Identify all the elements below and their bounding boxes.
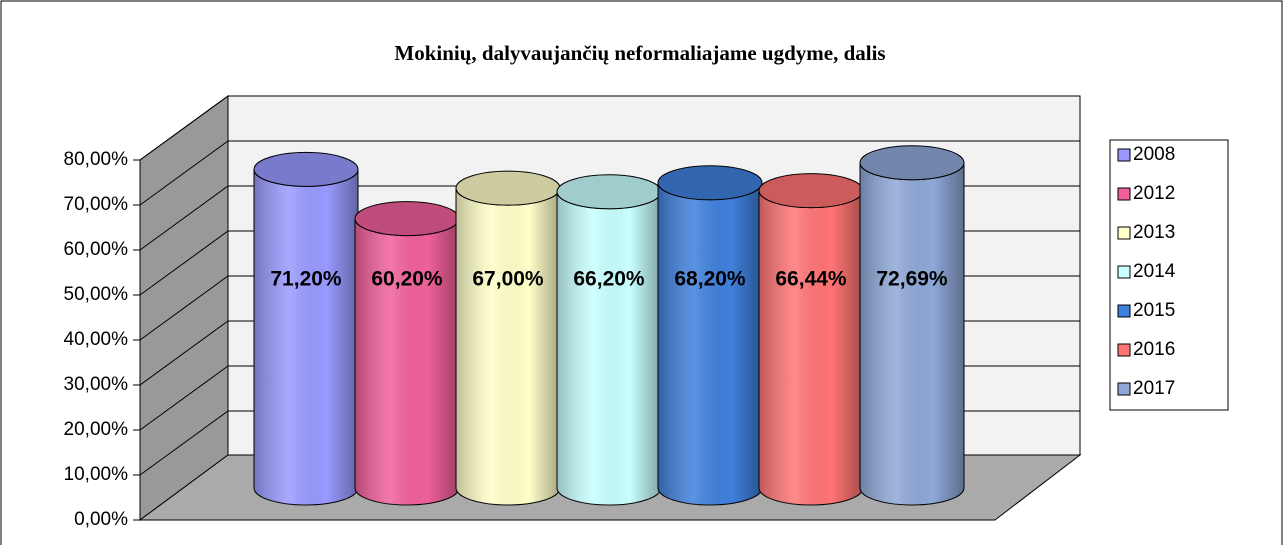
y-tick-label: 20,00% [64,419,129,440]
cylinder-shade [860,162,964,505]
data-label: 60,20% [371,268,443,291]
y-tick-label: 30,00% [64,374,129,395]
cylinder-shade [355,218,459,506]
legend-label: 2015 [1133,300,1175,321]
data-label: 68,20% [674,268,746,291]
grid-line [139,140,1080,206]
cylinder-top-shade [355,201,459,236]
legend-swatch [1117,382,1131,396]
cylinder-top-shade [557,174,661,209]
y-tick-label: 60,00% [64,239,129,260]
chart-title: Mokinių, dalyvaujančių neformaliajame ug… [394,41,885,65]
y-tick-label: 10,00% [64,464,129,485]
cylinder-shade [658,182,762,505]
cylinder-top-shade [860,145,964,180]
grid-line [139,95,1080,161]
cylinder-top [859,145,965,181]
cylinder-top-shade [254,152,358,187]
legend-swatch [1117,265,1131,279]
legend-label: 2012 [1133,183,1175,204]
legend-swatch [1117,226,1131,240]
cylinder-shade [456,188,560,506]
legend-label: 2013 [1133,222,1175,243]
y-tick-label: 0,00% [74,509,128,530]
legend-label: 2008 [1133,144,1175,165]
cylinder-top [657,165,763,201]
y-tick-label: 70,00% [64,194,129,215]
y-tick-label: 80,00% [64,149,129,170]
cylinder-top-shade [759,173,863,208]
legend-swatch [1117,343,1131,357]
data-label: 66,44% [775,268,847,291]
legend-swatch [1117,187,1131,201]
legend-label: 2014 [1133,261,1176,282]
legend-label: 2016 [1133,339,1175,360]
y-tick-label: 40,00% [64,329,129,350]
legend-swatch [1117,304,1131,318]
data-label: 72,69% [876,268,948,291]
data-label: 67,00% [472,268,544,291]
cylinder-top [253,151,359,187]
cylinder-shade [254,169,358,505]
cylinder-top-shade [456,171,560,206]
cylinder-top-shade [658,165,762,200]
cylinder-shade [759,190,863,505]
legend-label: 2017 [1133,378,1175,399]
data-label: 66,20% [573,268,645,291]
legend-swatch [1117,148,1131,162]
y-tick-label: 50,00% [64,284,129,305]
cylinder-shade [557,191,661,505]
data-label: 71,20% [270,268,342,291]
